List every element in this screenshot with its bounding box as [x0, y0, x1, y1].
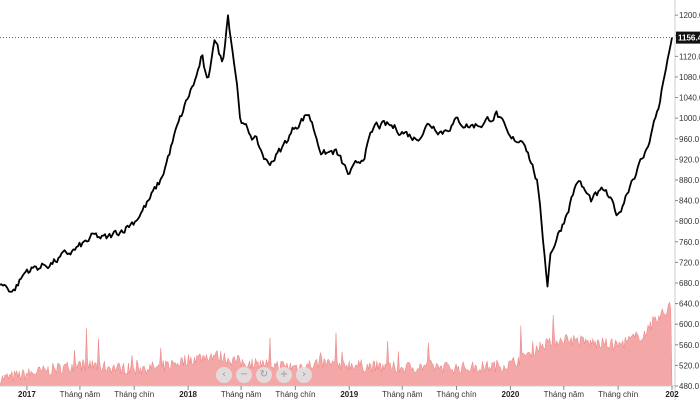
- y-tick-label: 1200.0: [679, 11, 700, 20]
- last-value-label: 1156.4: [678, 34, 700, 43]
- y-tick-label: 480.0: [679, 382, 700, 391]
- y-tick-label: 600.0: [679, 320, 700, 329]
- y-tick-label: 1080.0: [679, 73, 700, 82]
- y-tick-label: 720.0: [679, 258, 700, 267]
- y-tick-label: 560.0: [679, 341, 700, 350]
- x-tick-label: Tháng năm: [60, 390, 101, 399]
- x-tick-label: Tháng năm: [221, 390, 262, 399]
- reset-zoom-button[interactable]: ↻: [256, 367, 272, 383]
- y-tick-label: 840.0: [679, 197, 700, 206]
- y-tick-label: 760.0: [679, 238, 700, 247]
- y-tick-label: 520.0: [679, 361, 700, 370]
- y-tick-label: 640.0: [679, 300, 700, 309]
- zoom-out-button[interactable]: −: [236, 367, 252, 383]
- x-tick-label: Tháng năm: [382, 390, 423, 399]
- y-tick-label: 880.0: [679, 176, 700, 185]
- x-tick-label: Tháng chín: [275, 390, 315, 399]
- scroll-left-button[interactable]: ‹: [216, 367, 232, 383]
- x-tick-label: 2020: [502, 390, 520, 399]
- x-tick-label: Tháng năm: [544, 390, 585, 399]
- x-tick-label: 2017: [18, 390, 36, 399]
- x-tick-label: Tháng chín: [114, 390, 154, 399]
- x-tick-label: 2018: [179, 390, 197, 399]
- last-value-badge: [676, 31, 700, 44]
- y-tick-label: 1040.0: [679, 94, 700, 103]
- zoom-in-button[interactable]: +: [276, 367, 292, 383]
- scroll-right-button[interactable]: ›: [296, 367, 312, 383]
- x-tick-label: Tháng chín: [437, 390, 477, 399]
- y-tick-label: 800.0: [679, 217, 700, 226]
- y-tick-label: 920.0: [679, 155, 700, 164]
- price-line: [0, 14, 673, 293]
- y-tick-label: 1120.0: [679, 52, 700, 61]
- x-tick-label: 2019: [340, 390, 358, 399]
- zoom-toolbar: ‹ − ↻ + ›: [214, 364, 314, 386]
- y-tick-label: 960.0: [679, 135, 700, 144]
- y-tick-label: 1000.0: [679, 114, 700, 123]
- x-tick-label: 202: [665, 390, 679, 399]
- x-tick-label: Tháng chín: [598, 390, 638, 399]
- volume-area: [0, 301, 673, 387]
- y-tick-label: 680.0: [679, 279, 700, 288]
